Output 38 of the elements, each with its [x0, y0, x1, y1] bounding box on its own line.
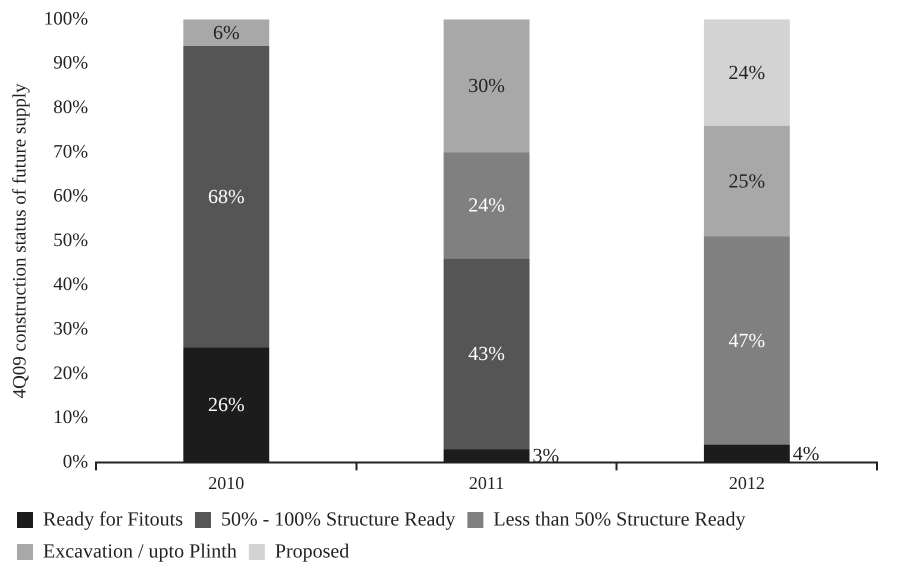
data-label: 24%	[468, 194, 505, 217]
bar	[704, 126, 790, 236]
x-tick-label: 2012	[728, 472, 765, 493]
y-tick-label: 90%	[53, 52, 88, 74]
data-label: 30%	[468, 75, 505, 98]
legend-label: Less than 50% Structure Ready	[493, 508, 746, 530]
bar	[704, 19, 790, 126]
data-label: 25%	[728, 170, 766, 192]
y-tick-label: 70%	[53, 141, 88, 162]
bar	[704, 236, 790, 445]
bar	[444, 258, 530, 450]
y-tick-label: 0%	[62, 451, 88, 472]
legend-label: Proposed	[274, 540, 350, 562]
legend-label: 50% - 100% Structure Ready	[220, 508, 456, 530]
y-tick-label: 100%	[44, 8, 88, 30]
x-tick-label: 2010	[208, 472, 244, 493]
data-label: 47%	[728, 330, 766, 352]
data-label: 4%	[792, 442, 820, 465]
bar	[183, 19, 270, 46]
bar	[444, 152, 530, 259]
data-label: 68%	[208, 186, 245, 208]
bar	[183, 46, 270, 348]
y-tick-label: 40%	[53, 274, 88, 296]
y-tick-label: 50%	[53, 230, 88, 251]
legend-label: Ready for Fitouts	[43, 508, 184, 530]
y-tick-label: 20%	[53, 362, 88, 384]
data-label: 26%	[208, 394, 245, 416]
y-tick-label: 30%	[53, 318, 88, 340]
y-tick-label: 60%	[53, 186, 88, 207]
data-label: 43%	[468, 343, 505, 366]
x-tick-label: 2011	[468, 472, 504, 493]
y-tick-label: 10%	[53, 407, 88, 428]
legend-label: Excavation / upto Plinth	[43, 540, 237, 562]
data-label: 24%	[728, 62, 766, 84]
data-label: 6%	[212, 22, 240, 44]
y-tick-label: 80%	[53, 96, 88, 118]
y-axis-title: 4Q09 construction status of future supply	[9, 82, 30, 398]
bar	[444, 19, 530, 152]
